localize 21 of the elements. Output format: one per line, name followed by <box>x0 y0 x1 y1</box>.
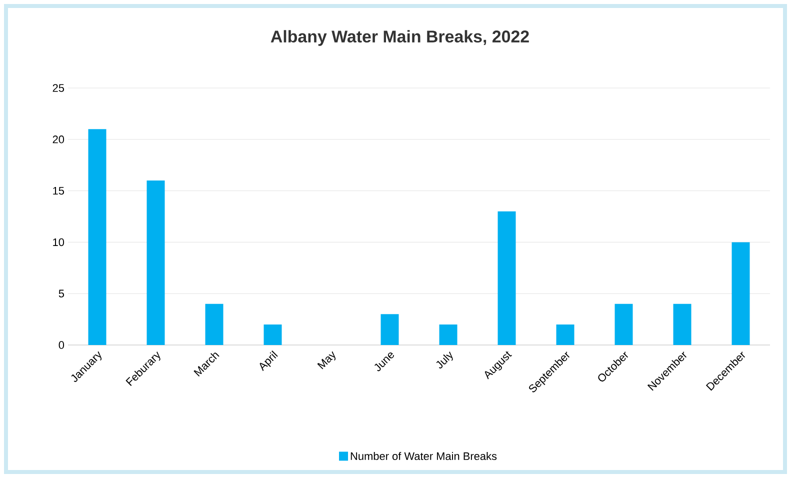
bar <box>146 180 165 345</box>
bar <box>439 324 458 345</box>
bar <box>498 211 516 345</box>
bar <box>614 304 633 345</box>
bar <box>205 304 224 345</box>
y-tick-label: 0 <box>58 341 64 349</box>
bar <box>264 324 282 345</box>
x-tick-label: May <box>317 351 336 370</box>
y-tick-label: 20 <box>52 136 64 144</box>
bar <box>732 242 750 345</box>
y-tick-label: 10 <box>53 238 64 246</box>
bar <box>673 304 692 345</box>
chart-title: Albany Water Main Breaks, 2022 <box>270 30 529 46</box>
bar <box>556 324 574 345</box>
bar <box>88 129 106 345</box>
bar <box>380 314 399 345</box>
y-tick-label: 5 <box>58 290 64 298</box>
x-tick-label: July <box>436 352 453 368</box>
legend-label: Number of Water Main Breaks <box>350 452 497 460</box>
y-tick-label: 15 <box>53 186 64 195</box>
y-tick-label: 25 <box>52 84 64 92</box>
